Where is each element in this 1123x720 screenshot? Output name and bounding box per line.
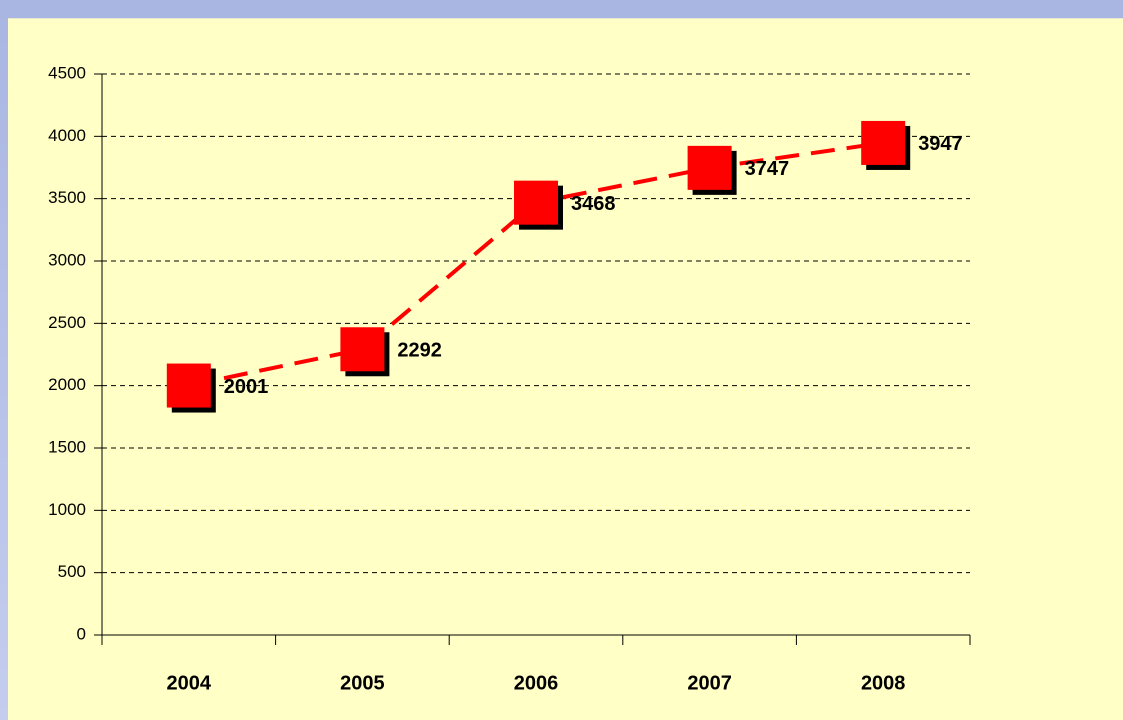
y-tick-label: 4500 — [48, 63, 86, 82]
value-label: 3947 — [918, 133, 963, 155]
value-label: 2292 — [397, 340, 442, 362]
y-tick-label: 500 — [58, 562, 86, 581]
marker — [861, 120, 906, 165]
value-label: 2001 — [224, 376, 268, 398]
marker — [166, 363, 211, 408]
y-tick-label: 0 — [77, 624, 86, 643]
x-tick-label: 2007 — [687, 672, 732, 694]
x-tick-label: 2006 — [514, 672, 559, 694]
x-tick-label: 2005 — [340, 672, 385, 694]
value-label: 3747 — [745, 158, 790, 180]
y-tick-label: 3500 — [48, 188, 86, 207]
marker — [514, 180, 558, 225]
y-tick-label: 2500 — [48, 313, 86, 332]
marker — [687, 145, 732, 190]
x-tick-label: 2008 — [861, 672, 906, 694]
y-tick-label: 3000 — [48, 250, 86, 269]
y-tick-label: 4000 — [48, 126, 86, 145]
y-tick-label: 2000 — [48, 375, 86, 394]
y-tick-label: 1500 — [48, 437, 86, 456]
value-label: 3468 — [571, 193, 616, 215]
marker — [340, 327, 385, 372]
x-tick-label: 2004 — [167, 672, 212, 694]
y-tick-label: 1000 — [48, 500, 86, 519]
